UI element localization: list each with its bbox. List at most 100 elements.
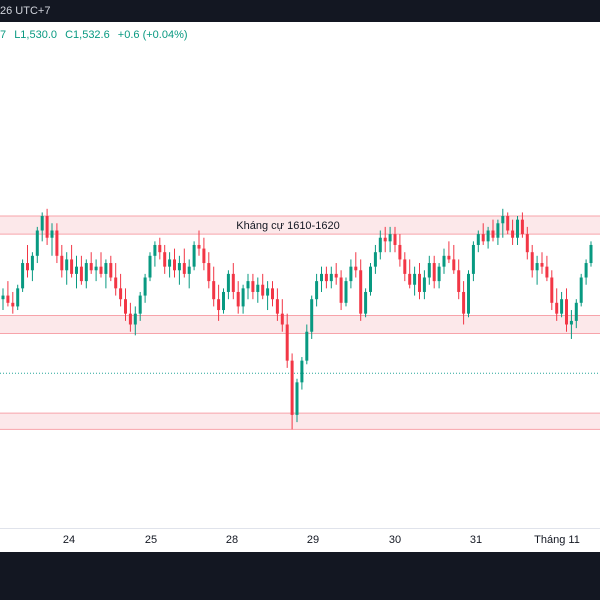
zone-fill-2 — [0, 413, 600, 430]
candle-body-82 — [403, 259, 407, 274]
x-tick-label: 31 — [469, 534, 483, 546]
candle-body-110 — [540, 263, 544, 267]
candle-body-24 — [119, 288, 123, 300]
candle-body-10 — [50, 230, 54, 238]
bottom-toolbar — [0, 552, 600, 600]
candle-body-49 — [241, 288, 245, 307]
candle-body-1 — [6, 295, 10, 303]
candle-body-33 — [163, 252, 167, 267]
legend-change: +0.6 (+0.04%) — [117, 29, 188, 41]
candle-body-31 — [153, 244, 157, 256]
candle-body-93 — [457, 270, 461, 292]
chart-area[interactable]: 7 L1,530.0 C1,532.6 +0.6 (+0.04%) Kháng … — [0, 22, 600, 528]
candle-body-80 — [393, 234, 397, 245]
candle-body-39 — [192, 244, 196, 267]
candle-body-92 — [452, 259, 456, 271]
candle-body-83 — [408, 273, 412, 285]
candle-body-90 — [442, 255, 446, 267]
chart-header-bar: 26 UTC+7 — [0, 0, 600, 22]
candle-body-47 — [231, 273, 235, 292]
candle-body-55 — [271, 288, 274, 300]
candle-body-71 — [349, 266, 353, 282]
candle-body-45 — [222, 291, 225, 311]
candle-body-52 — [256, 284, 260, 292]
candle-body-84 — [413, 273, 417, 285]
candle-body-95 — [467, 273, 470, 314]
candle-body-104 — [511, 230, 515, 238]
candle-body-16 — [79, 266, 83, 282]
candle-body-120 — [589, 244, 593, 264]
x-tick-label: 30 — [388, 534, 402, 546]
x-tick-label: 24 — [62, 534, 76, 546]
candle-body-115 — [565, 299, 568, 325]
candle-body-96 — [471, 244, 475, 274]
timestamp-fragment: 26 UTC+7 — [0, 5, 51, 17]
candle-body-50 — [246, 281, 250, 289]
legend-close: C1,532.6 — [65, 29, 110, 41]
candle-body-63 — [310, 299, 314, 332]
candle-body-76 — [373, 252, 377, 267]
legend-open-fragment: 7 — [0, 29, 7, 41]
candle-body-56 — [275, 299, 279, 314]
candle-body-91 — [447, 255, 451, 260]
candle-body-73 — [359, 270, 363, 314]
candle-body-114 — [560, 299, 564, 314]
candle-body-32 — [158, 244, 162, 253]
candle-body-19 — [94, 266, 98, 271]
candle-body-85 — [418, 273, 421, 292]
candle-body-62 — [305, 331, 309, 361]
candle-body-99 — [486, 230, 490, 242]
candle-body-22 — [109, 263, 113, 278]
candle-body-116 — [569, 320, 573, 325]
candle-body-61 — [300, 360, 304, 383]
candle-body-67 — [329, 273, 333, 282]
candle-body-75 — [369, 266, 372, 292]
legend-low: L1,530.0 — [14, 29, 58, 41]
zone-fill-0 — [0, 216, 600, 235]
candle-body-89 — [437, 266, 441, 282]
candle-body-112 — [550, 277, 554, 303]
candle-body-102 — [501, 216, 505, 224]
candle-body-0 — [1, 295, 5, 300]
candle-body-17 — [84, 263, 88, 282]
candle-body-118 — [579, 277, 583, 303]
candle-body-88 — [432, 263, 436, 282]
candle-body-8 — [40, 216, 44, 231]
candle-body-57 — [280, 313, 284, 325]
candle-body-79 — [388, 234, 392, 242]
candle-body-35 — [173, 259, 176, 271]
candle-body-20 — [99, 266, 103, 274]
candle-body-86 — [422, 277, 426, 292]
candle-body-59 — [290, 360, 294, 415]
x-tick-label: Tháng 11 — [534, 534, 580, 546]
candle-body-53 — [261, 284, 265, 296]
candle-body-18 — [89, 263, 93, 271]
x-tick-label: 25 — [144, 534, 158, 546]
candle-body-29 — [143, 277, 147, 296]
candle-body-25 — [124, 299, 127, 314]
candle-body-23 — [114, 277, 118, 289]
candle-body-48 — [236, 291, 240, 307]
candle-body-34 — [168, 259, 172, 267]
candle-body-54 — [266, 288, 270, 296]
candle-body-68 — [334, 273, 338, 278]
candle-body-4 — [21, 263, 25, 289]
candle-body-26 — [128, 313, 132, 325]
candle-body-119 — [584, 263, 588, 278]
candle-body-9 — [45, 216, 49, 238]
candle-body-74 — [364, 291, 368, 314]
candle-body-117 — [574, 302, 578, 321]
candle-body-21 — [104, 263, 108, 274]
candle-body-27 — [133, 313, 137, 325]
candle-body-101 — [496, 223, 500, 238]
candle-body-81 — [398, 244, 402, 260]
candle-body-46 — [226, 273, 230, 292]
candle-body-87 — [427, 263, 431, 278]
ohlc-legend: 7 L1,530.0 C1,532.6 +0.6 (+0.04%) — [0, 29, 193, 41]
candle-body-40 — [197, 244, 201, 249]
candle-body-103 — [506, 216, 510, 231]
candle-body-66 — [324, 273, 328, 282]
candle-body-6 — [30, 255, 34, 271]
candle-body-70 — [344, 281, 348, 303]
candle-body-113 — [555, 302, 559, 314]
